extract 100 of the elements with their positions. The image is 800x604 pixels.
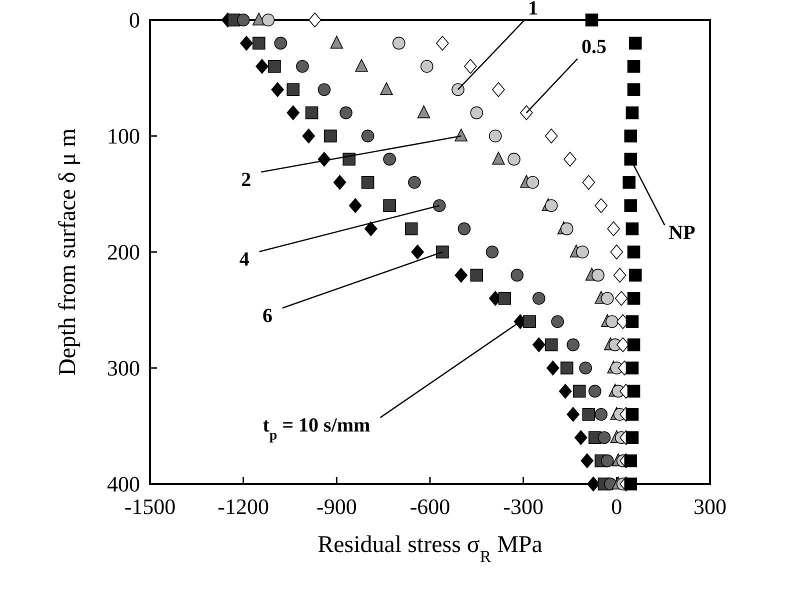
point — [236, 14, 250, 26]
point — [626, 408, 639, 421]
y-tick-label: 200 — [107, 240, 140, 265]
point — [492, 82, 505, 97]
point — [628, 268, 642, 282]
point — [585, 14, 598, 26]
point — [308, 12, 322, 28]
point — [622, 176, 636, 189]
x-tick-label: -900 — [316, 494, 357, 519]
point — [452, 83, 464, 96]
point — [551, 315, 564, 328]
point — [560, 222, 574, 236]
point — [470, 106, 484, 120]
point — [574, 430, 588, 445]
point — [582, 408, 596, 421]
point — [355, 59, 368, 72]
x-axis-title: Residual stress σ$_{R}$ MPa — [318, 532, 543, 566]
point — [333, 175, 346, 190]
point — [627, 60, 640, 73]
point — [624, 454, 638, 468]
point — [383, 199, 396, 212]
point — [560, 362, 574, 374]
x-tick-label: -1500 — [124, 494, 176, 519]
point — [624, 130, 638, 142]
point — [627, 384, 640, 398]
point — [498, 292, 512, 305]
point — [318, 83, 331, 96]
point — [420, 60, 434, 73]
x-tick-label: -600 — [410, 494, 450, 519]
point — [616, 337, 630, 352]
point — [383, 152, 396, 166]
point — [271, 82, 284, 97]
point — [436, 36, 449, 51]
point — [544, 338, 558, 352]
point — [274, 36, 288, 50]
point — [324, 130, 337, 142]
point — [580, 453, 594, 468]
x-tick-label: 0 — [611, 494, 622, 519]
point — [627, 338, 640, 352]
y-axis-title: Depth from surface δ μ m — [55, 128, 81, 376]
point — [600, 292, 614, 305]
point — [586, 476, 600, 492]
point — [594, 408, 608, 421]
text: t$_{p}$ = 10 s/mm — [262, 414, 371, 444]
y-tick-label: 400 — [107, 472, 140, 497]
point — [572, 384, 586, 398]
text: 4 — [239, 248, 250, 271]
point — [340, 106, 352, 120]
text: 0.5 — [581, 36, 606, 58]
point — [256, 59, 268, 74]
point — [627, 83, 640, 96]
x-tick-label: -300 — [503, 494, 544, 519]
point — [436, 246, 449, 258]
point — [576, 246, 589, 258]
point — [564, 152, 576, 167]
point — [520, 105, 533, 120]
point — [566, 338, 580, 352]
point — [392, 36, 406, 50]
point — [305, 106, 318, 120]
point — [408, 176, 421, 189]
point — [544, 199, 558, 212]
point — [302, 128, 316, 144]
point — [364, 221, 378, 236]
point — [361, 176, 374, 189]
point — [508, 152, 520, 166]
point — [579, 362, 592, 374]
point — [600, 454, 614, 468]
point — [532, 292, 546, 305]
point — [594, 198, 608, 213]
point — [532, 337, 546, 352]
point — [486, 246, 499, 258]
point — [613, 268, 626, 283]
point — [268, 60, 281, 73]
point — [626, 431, 639, 444]
point — [348, 198, 362, 213]
point — [432, 199, 446, 212]
point — [488, 130, 502, 142]
point — [626, 315, 639, 328]
point — [470, 268, 484, 282]
y-tick-label: 0 — [129, 8, 140, 33]
point — [526, 176, 540, 189]
point — [523, 315, 536, 328]
point — [626, 362, 639, 374]
point — [592, 268, 604, 282]
point — [546, 360, 560, 376]
point — [558, 384, 572, 399]
point — [626, 222, 639, 236]
point — [380, 82, 393, 95]
point — [598, 431, 611, 444]
point — [262, 14, 275, 26]
point — [614, 291, 628, 306]
point — [454, 268, 468, 283]
x-tick-label: -1200 — [218, 494, 269, 519]
point — [464, 59, 477, 74]
point — [606, 315, 618, 328]
point — [607, 221, 620, 236]
point — [454, 128, 468, 142]
point — [252, 12, 266, 26]
point — [624, 199, 638, 212]
point — [252, 36, 266, 50]
